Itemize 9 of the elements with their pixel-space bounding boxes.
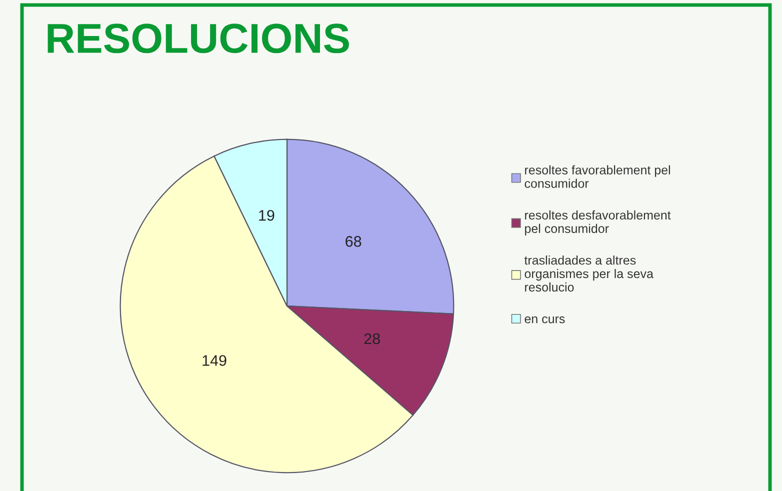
legend-label: resoltes favorablement pel consumidor bbox=[524, 165, 670, 188]
legend-label: trasliadades a altres organismes per la seva resolucio bbox=[524, 256, 654, 292]
data-label: 68 bbox=[346, 236, 362, 247]
legend-label: en curs bbox=[524, 316, 565, 324]
chart-title: RESOLUCIONS bbox=[48, 24, 349, 54]
data-label: 28 bbox=[364, 333, 380, 344]
legend-label: resoltes desfavorablement pel consumidor bbox=[525, 210, 671, 236]
data-label: 149 bbox=[202, 355, 226, 366]
data-label: 19 bbox=[259, 210, 274, 221]
